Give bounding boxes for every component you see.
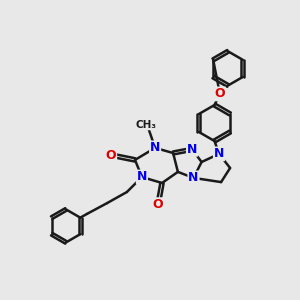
Text: N: N bbox=[137, 170, 147, 184]
Text: CH₃: CH₃ bbox=[136, 119, 157, 130]
Text: O: O bbox=[153, 198, 164, 211]
Text: N: N bbox=[150, 141, 160, 154]
Text: N: N bbox=[188, 171, 199, 184]
Text: N: N bbox=[187, 143, 197, 156]
Text: N: N bbox=[214, 147, 224, 161]
Text: O: O bbox=[106, 148, 116, 162]
Text: O: O bbox=[214, 87, 225, 101]
